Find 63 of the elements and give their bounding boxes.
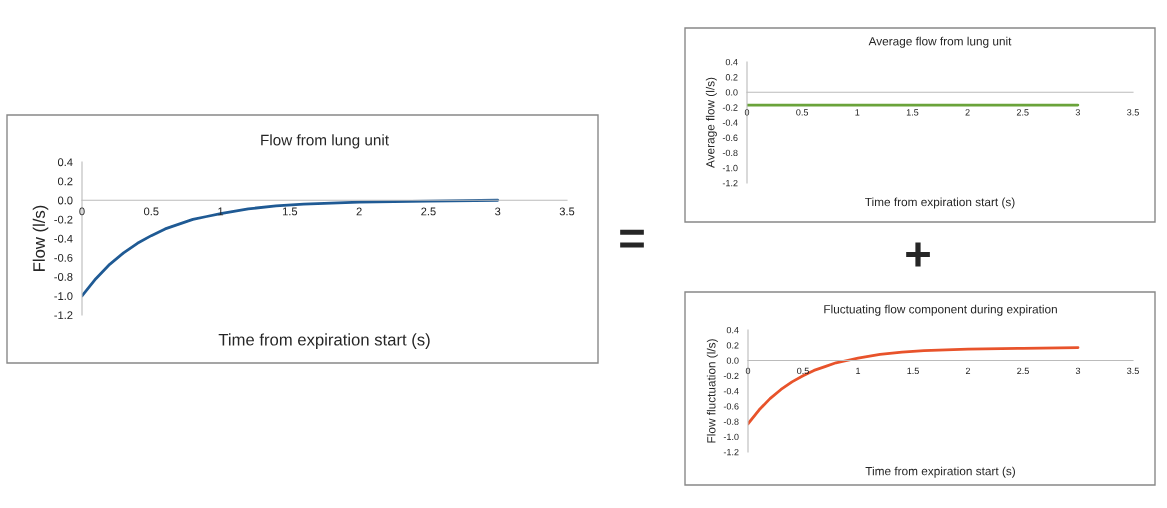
x-tick-label: 0.5 [797, 367, 809, 375]
line-series [748, 346, 1080, 426]
chart-title: Fluctuating flow component during expiration [824, 304, 1057, 316]
x-tick-label: 1 [855, 109, 860, 116]
y-tick-label: 0.2 [725, 74, 738, 81]
y-tick-label: -1.0 [723, 433, 739, 441]
chart-title: Flow from lung unit [261, 134, 389, 149]
y-tick-label: -0.8 [722, 149, 738, 157]
x-tick-label: 0 [745, 367, 751, 375]
y-tick-label: 0.0 [726, 357, 739, 364]
y-tick-label: -0.2 [54, 215, 73, 224]
x-tick-label: 2.5 [1017, 367, 1029, 375]
y-tick-label: -0.8 [723, 418, 739, 425]
x-tick-label: 0.5 [796, 109, 809, 116]
x-tick-label: 2.5 [1016, 109, 1029, 116]
y-tick-label: -0.4 [723, 387, 739, 395]
y-tick-label: 0.4 [57, 158, 73, 167]
x-tick-label: 3 [1075, 367, 1081, 375]
y-tick-label: -0.6 [54, 253, 73, 262]
x-tick-label: 1.5 [282, 207, 298, 216]
x-tick-label: 3 [1075, 109, 1080, 116]
y-tick-label: -0.2 [723, 372, 739, 380]
y-tick-label: -0.8 [54, 273, 73, 281]
y-axis-title: Average flow (l/s) [705, 77, 717, 168]
x-tick-label: 1 [218, 207, 224, 216]
y-tick-label: 0.2 [726, 342, 739, 349]
x-tick-label: 3.5 [559, 207, 575, 216]
text: = [620, 229, 644, 248]
y-axis-title: Flow fluctuation (l/s) [706, 339, 718, 443]
y-tick-label: -0.4 [722, 119, 738, 126]
x-axis-title: Time from expiration start (s) [865, 197, 1015, 209]
y-tick-label: -1.0 [722, 164, 738, 172]
x-axis-title: Time from expiration start (s) [865, 466, 1015, 478]
y-tick-label: -0.6 [723, 403, 739, 410]
x-tick-label: 1.5 [907, 367, 919, 375]
y-tick-label: -1.0 [54, 292, 73, 301]
y-tick-label: -0.4 [54, 234, 73, 243]
x-tick-label: 2 [965, 367, 971, 374]
text: + [906, 242, 930, 267]
x-tick-label: 3.5 [1127, 109, 1139, 116]
x-tick-label: 3.5 [1127, 367, 1139, 375]
y-axis-title: Flow (l/s) [32, 205, 49, 271]
x-tick-label: 0 [744, 109, 750, 116]
y-tick-label: 0.4 [726, 326, 739, 334]
x-tick-label: 0.5 [144, 207, 159, 216]
x-tick-label: 1 [856, 367, 861, 374]
y-tick-label: -0.6 [722, 134, 738, 141]
x-tick-label: 1.5 [906, 109, 919, 116]
y-tick-label: 0.0 [57, 196, 73, 205]
y-tick-label: -0.2 [722, 104, 738, 111]
y-tick-label: -1.2 [723, 448, 739, 456]
x-tick-label: 2 [965, 109, 970, 116]
y-tick-label: 0.4 [725, 58, 738, 66]
x-tick-label: 3 [495, 207, 501, 216]
x-tick-label: 0 [79, 207, 85, 216]
y-tick-label: -1.2 [54, 311, 73, 320]
x-tick-label: 2.5 [421, 207, 436, 216]
y-tick-label: 0.0 [725, 89, 738, 96]
y-tick-label: 0.2 [57, 177, 73, 186]
x-axis-title: Time from expiration start (s) [218, 333, 430, 349]
y-tick-label: -1.2 [722, 179, 738, 187]
x-tick-label: 2 [356, 207, 362, 216]
chart-title: Average flow from lung unit [868, 36, 1012, 48]
